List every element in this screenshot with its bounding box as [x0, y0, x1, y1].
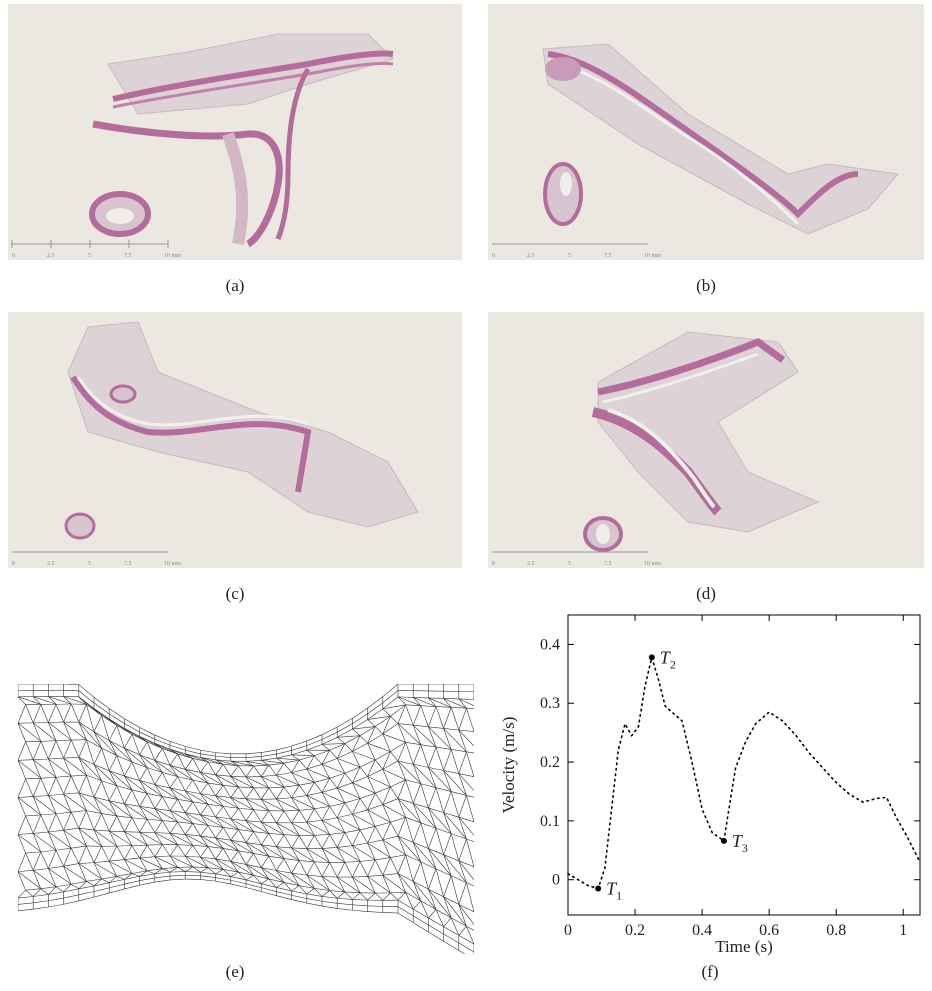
- mesh-drawing: [18, 684, 474, 954]
- velocity-series-line: [567, 654, 921, 890]
- svg-text:0: 0: [12, 253, 15, 259]
- histology-image-b: 0 2.5 5 7.5 10 mm: [488, 4, 924, 260]
- annotation-point: [648, 654, 655, 661]
- histology-drawing-b: 0 2.5 5 7.5 10 mm: [492, 43, 899, 259]
- svg-text:2.5: 2.5: [47, 561, 55, 567]
- svg-text:7.5: 7.5: [124, 253, 132, 259]
- caption-b: (b): [696, 276, 716, 295]
- caption-a: (a): [225, 276, 245, 295]
- x-tick-label: 0.6: [759, 922, 779, 939]
- plot-frame: [567, 614, 921, 916]
- svg-text:5: 5: [88, 561, 91, 567]
- svg-text:7.5: 7.5: [124, 561, 132, 567]
- y-axis-label: Velocity (m/s): [499, 717, 518, 814]
- svg-text:0: 0: [12, 561, 15, 567]
- scale-bar: 0 2.5 5 7.5 10 mm: [12, 551, 181, 567]
- x-tick-label: 0.8: [826, 922, 846, 939]
- svg-text:7.5: 7.5: [604, 253, 612, 259]
- x-tick-label: 0: [564, 922, 572, 939]
- svg-text:10 mm: 10 mm: [644, 253, 661, 259]
- x-tick-label: 0.2: [625, 922, 645, 939]
- svg-text:0: 0: [492, 253, 495, 259]
- svg-text:10 mm: 10 mm: [644, 561, 661, 567]
- svg-text:2.5: 2.5: [47, 253, 55, 259]
- annotation-point: [595, 885, 602, 892]
- histology-image-d: 0 2.5 5 7.5 10 mm: [488, 312, 924, 568]
- annotation-point: [720, 837, 727, 844]
- svg-text:2.5: 2.5: [527, 561, 535, 567]
- scale-bar: 0 2.5 5 7.5 10 mm: [492, 551, 661, 567]
- y-tick-label: 0.4: [540, 636, 560, 653]
- svg-text:5: 5: [568, 561, 571, 567]
- caption-f: (f): [701, 962, 719, 981]
- y-tick-label: 0.1: [540, 813, 560, 830]
- velocity-chart: 0 0.2 0.4 0.6 0.8 1 0 0.1 0.2 0.3 0.4 T1 T2 T3 Time …: [499, 614, 921, 956]
- scale-bar: 0 2.5 5 7.5 10 mm: [492, 243, 661, 259]
- caption-e: (e): [225, 962, 245, 981]
- svg-text:2.5: 2.5: [527, 253, 535, 259]
- y-tick-label: 0: [552, 872, 560, 889]
- x-axis-label: Time (s): [715, 937, 772, 956]
- x-tick-label: 0.4: [692, 922, 712, 939]
- svg-text:10 mm: 10 mm: [164, 253, 181, 259]
- caption-c: (c): [225, 584, 245, 603]
- scale-bar: 0 2.5 5 7.5 10 mm: [11, 240, 181, 259]
- histology-image-c: 0 2.5 5 7.5 10 mm: [8, 312, 462, 568]
- svg-text:5: 5: [88, 253, 91, 259]
- svg-text:0: 0: [492, 561, 495, 567]
- annotation-label: T3: [732, 831, 748, 855]
- svg-text:7.5: 7.5: [604, 561, 612, 567]
- y-tick-label: 0.3: [540, 695, 560, 712]
- annotation-label: T2: [660, 647, 676, 671]
- svg-text:10 mm: 10 mm: [164, 561, 181, 567]
- caption-d: (d): [696, 584, 716, 603]
- histology-drawing-d: 0 2.5 5 7.5 10 mm: [492, 331, 820, 567]
- histology-drawing-c: 0 2.5 5 7.5 10 mm: [12, 321, 419, 567]
- y-tick-label: 0.2: [540, 754, 560, 771]
- histology-image-a: 0 2.5 5 7.5 10 mm: [8, 4, 462, 260]
- annotation-label: T1: [606, 879, 622, 903]
- svg-text:5: 5: [568, 253, 571, 259]
- mesh-image-e: [18, 684, 474, 954]
- histology-drawing-a: 0 2.5 5 7.5 10 mm: [11, 33, 394, 259]
- x-tick-label: 1: [899, 922, 907, 939]
